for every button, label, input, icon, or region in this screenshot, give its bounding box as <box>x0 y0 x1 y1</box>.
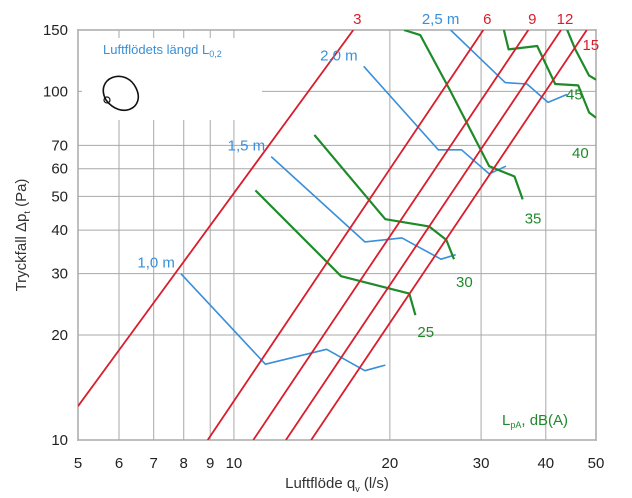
x-tick-label-9: 9 <box>206 455 214 472</box>
cardioid-icon <box>102 75 139 112</box>
green-line-label-35: 35 <box>525 210 542 227</box>
green-line-label-30: 30 <box>456 274 473 291</box>
y-tick-label-150: 150 <box>43 22 68 39</box>
y-tick-label-70: 70 <box>51 137 68 154</box>
y-tick-label-100: 100 <box>43 83 68 100</box>
green-line-25 <box>254 189 417 316</box>
series-group <box>78 30 596 440</box>
blue-line-label-2-5-m: 2,5 m <box>422 11 460 28</box>
cardioid-origin-icon <box>103 96 111 104</box>
blue-line-2-0-m <box>363 65 507 175</box>
y-tick-label-50: 50 <box>51 188 68 205</box>
inset-label: Luftflödets längd L0,2 <box>103 42 222 59</box>
x-tick-label-8: 8 <box>180 455 188 472</box>
y-tick-label-20: 20 <box>51 327 68 344</box>
blue-line-2-5-m <box>450 30 568 104</box>
x-tick-label-40: 40 <box>537 455 554 472</box>
green-line-45 <box>566 30 596 81</box>
x-tick-label-20: 20 <box>382 455 399 472</box>
x-tick-label-10: 10 <box>226 455 243 472</box>
green-line-label-45: 45 <box>566 87 583 104</box>
x-tick-label-7: 7 <box>150 455 158 472</box>
blue-line-1-0-m <box>180 273 386 372</box>
green-line-label-40: 40 <box>572 145 589 162</box>
green-line-35 <box>403 30 524 200</box>
green-line-label-25: 25 <box>417 324 434 341</box>
red-line-6 <box>206 30 485 440</box>
green-line-40 <box>502 30 596 119</box>
blue-line-1-5-m <box>270 156 456 261</box>
blue-line-label-1-0-m: 1,0 m <box>137 255 175 272</box>
red-line-3 <box>78 30 355 407</box>
y-tick-label-10: 10 <box>51 432 68 449</box>
y-tick-label-40: 40 <box>51 222 68 239</box>
y-tick-label-30: 30 <box>51 266 68 283</box>
red-line-15 <box>310 30 588 440</box>
x-tick-label-50: 50 <box>588 455 605 472</box>
y-axis-label: Tryckfall Δpt (Pa) <box>13 179 32 292</box>
red-line-12 <box>285 30 562 440</box>
x-tick-label-6: 6 <box>115 455 123 472</box>
red-line-9 <box>252 30 530 440</box>
x-tick-label-5: 5 <box>74 455 82 472</box>
x-axis-label: Luftflöde qv (l/s) <box>285 475 389 494</box>
red-line-label-12: 12 <box>557 11 574 28</box>
y-tick-label-60: 60 <box>51 161 68 178</box>
blue-line-label-1-5-m: 1,5 m <box>228 138 266 155</box>
tick-labels: 5 6 7 8 9 10 20 30 40 50 10 20 30 40 50 60 70 100 150 <box>43 22 604 472</box>
red-line-label-6: 6 <box>483 11 491 28</box>
red-line-label-9: 9 <box>528 11 536 28</box>
red-line-label-3: 3 <box>353 11 361 28</box>
sound-level-label: LpA, dB(A) <box>502 412 568 430</box>
series-labels: 3 6 9 12 15 1,0 m 1,5 m 2,0 m 2,5 m 25 30 35 40 45 <box>137 11 599 341</box>
red-line-label-15: 15 <box>582 37 599 54</box>
x-tick-label-30: 30 <box>473 455 490 472</box>
blue-line-label-2-0-m: 2,0 m <box>320 47 358 64</box>
grid-lines <box>77 29 597 441</box>
